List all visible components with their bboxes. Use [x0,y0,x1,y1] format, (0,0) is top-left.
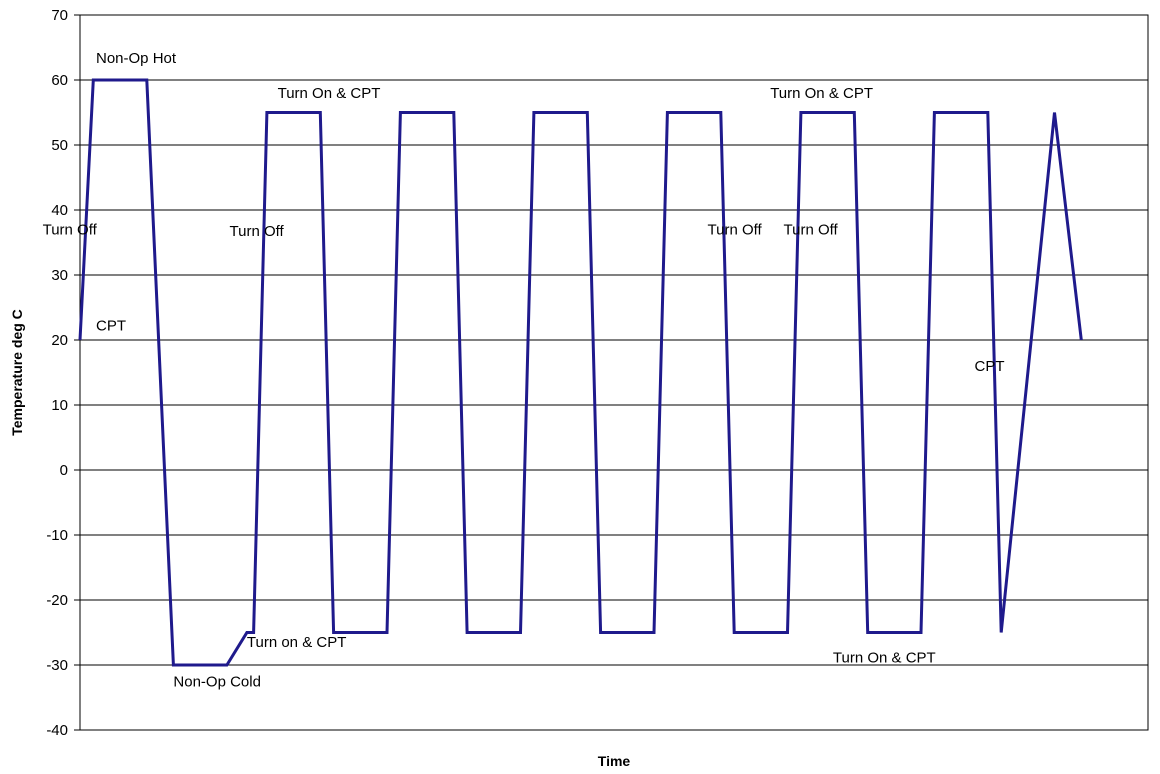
y-tick-label: 70 [51,7,68,24]
annotation-label: CPT [975,358,1005,375]
annotations-group: Non-Op Hot Turn On & CPT Turn On & CPT Turn… [43,50,1005,690]
annotation-label: Non-Op Hot [96,50,177,67]
y-tick-label: 50 [51,137,68,154]
x-axis-title: Time [598,753,631,769]
temperature-series-line [78,78,1083,667]
y-axis-title: Temperature deg C [9,309,25,436]
y-tick-label: 0 [60,462,68,479]
y-tick-label: 40 [51,202,68,219]
y-tick-label: -20 [46,592,68,609]
y-tick-label: -30 [46,657,68,674]
annotation-label: Turn On & CPT [770,85,873,102]
y-tick-label: -10 [46,527,68,544]
plot-area-border [79,14,1149,731]
y-axis-ticks: 70 60 50 40 30 20 10 0 -10 -20 -30 -40 [46,7,80,739]
y-tick-label: 10 [51,397,68,414]
y-tick-label: -40 [46,722,68,739]
series-group [78,78,1083,667]
annotation-label: Turn Off [784,222,839,239]
annotation-label: CPT [96,317,126,334]
y-tick-label: 60 [51,72,68,89]
annotation-label: Turn Off [230,223,285,240]
annotation-label: Turn On & CPT [278,85,381,102]
annotation-label: Turn Off [43,222,98,239]
annotation-label: Non-Op Cold [173,673,261,690]
annotation-label: Turn Off [708,222,763,239]
y-tick-label: 30 [51,267,68,284]
annotation-label: Turn On & CPT [833,649,936,666]
y-tick-label: 20 [51,332,68,349]
annotation-label: Turn on & CPT [247,634,346,651]
